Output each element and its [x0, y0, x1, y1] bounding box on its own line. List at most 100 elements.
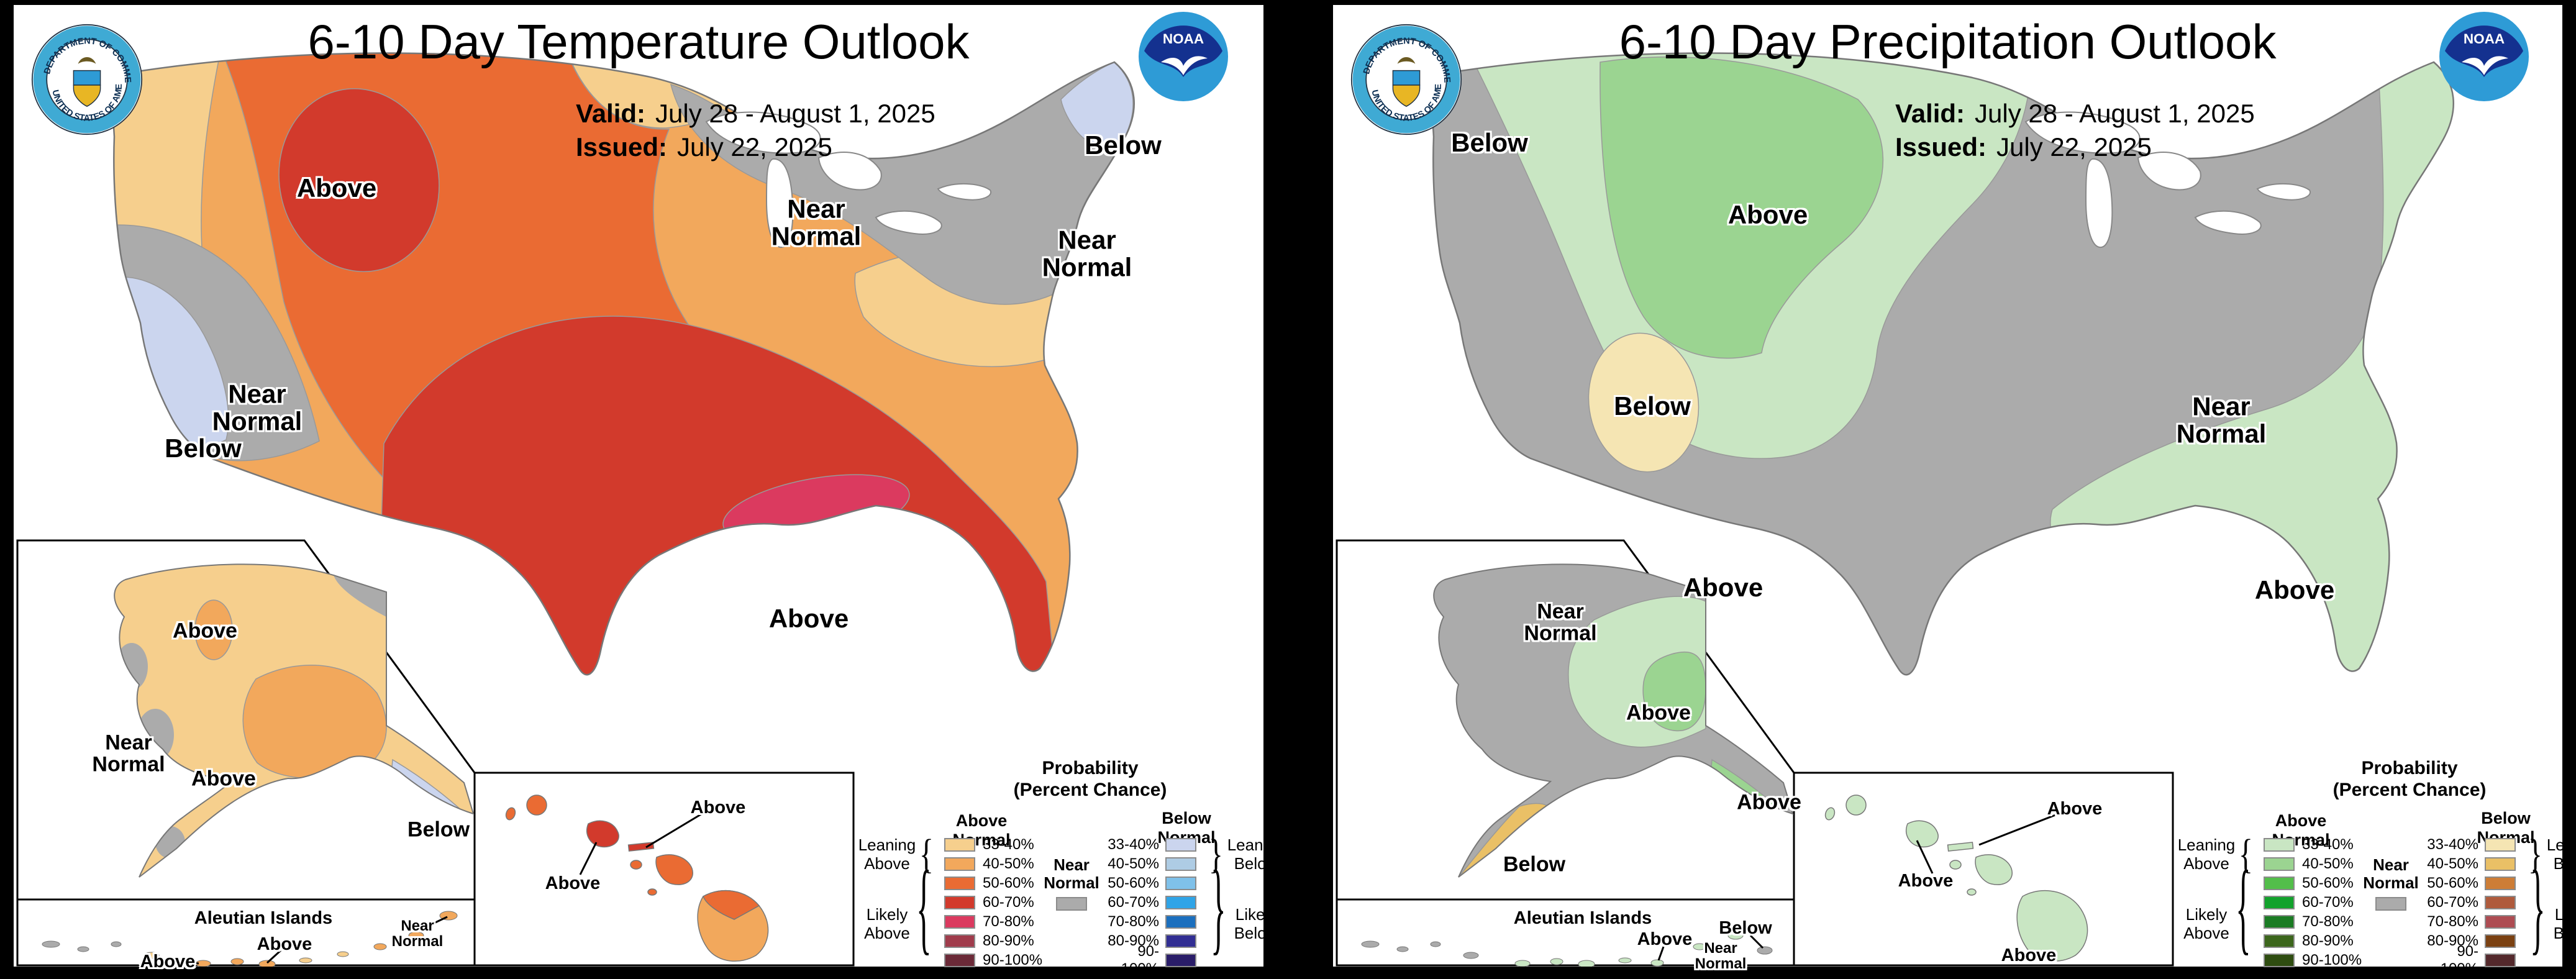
legend-range-label: 80-90%	[1108, 932, 1159, 949]
legend: Probability (Percent Chance) Above Norma…	[852, 758, 1287, 977]
legend-row: 40-50%	[2264, 854, 2362, 873]
precipitation-map	[1336, 52, 2454, 967]
legend-range-label: 40-50%	[2302, 855, 2354, 872]
legend-row: 70-80%	[944, 912, 1042, 931]
noaa-gull-icon	[2462, 56, 2508, 75]
legend-title: Probability (Percent Chance)	[1013, 758, 1167, 800]
map-label-layer: Below Above Below Near Normal Above Above Near…	[1333, 5, 2562, 972]
lake-michigan	[765, 158, 794, 248]
map-label: Near Normal	[391, 918, 444, 950]
legend-range-label: 60-70%	[1108, 893, 1159, 911]
conus-outline	[106, 52, 1135, 676]
label-pointer-lines	[1657, 813, 2059, 961]
legend-row: 60-70%	[2425, 893, 2516, 912]
temperature-map	[16, 52, 1135, 967]
precipitation-panel: DEPARTMENT OF COMMERCE UNITED STATES OF …	[1333, 5, 2576, 977]
map-label: Above	[545, 873, 601, 893]
legend-range-label: 60-70%	[2302, 893, 2354, 911]
aleutian-islands	[1361, 931, 1773, 967]
legend-range-label: 80-90%	[2427, 932, 2478, 949]
legend-swatch	[944, 857, 975, 871]
map-label: Above	[257, 934, 312, 954]
legend-swatch	[1165, 953, 1196, 967]
legend-swatch	[2485, 953, 2516, 967]
map-label: Below	[1503, 852, 1566, 877]
legend-row: 80-90%	[2425, 931, 2516, 950]
legend-above-column: 33-40% 40-50% 50-60% 60-70% 70-80% 80-90% 90-1…	[944, 835, 1042, 970]
lake-superior	[705, 111, 821, 154]
legend-row: 33-40%	[2425, 835, 2516, 854]
legend-swatch	[944, 934, 975, 948]
legend-range-label: 60-70%	[983, 893, 1034, 911]
legend-row: 70-80%	[2425, 912, 2516, 931]
map-label: Above	[2254, 575, 2335, 605]
hawaii-islands	[505, 795, 769, 962]
legend-near-normal-label: Near Normal	[2363, 855, 2419, 892]
legend-swatch	[2485, 895, 2516, 909]
legend-row: 33-40%	[944, 835, 1042, 854]
legend-range-label: 33-40%	[983, 836, 1034, 853]
legend-swatch	[2264, 934, 2295, 948]
legend-swatch	[2264, 895, 2295, 909]
legend-swatch	[944, 895, 975, 909]
map-label: Below	[165, 434, 242, 463]
legend-swatch	[2485, 857, 2516, 871]
map-label: Above	[1898, 870, 1954, 891]
issued-line: Issued: July 22, 2025	[576, 130, 935, 164]
map-label: Above	[690, 797, 746, 817]
legend-swatch	[944, 837, 975, 852]
legend-swatch	[2264, 953, 2295, 967]
map-label: Above	[768, 604, 849, 634]
issued-value: July 22, 2025	[677, 132, 832, 162]
legend-range-label: 40-50%	[2427, 855, 2478, 872]
lake-erie	[875, 210, 942, 235]
legend-range-label: 90-100%	[983, 951, 1043, 968]
legend-row: 90-100%	[944, 950, 1042, 970]
map-label: Above	[173, 619, 237, 643]
issued-line: Issued: July 22, 2025	[1895, 130, 2255, 164]
department-of-commerce-seal: DEPARTMENT OF COMMERCE UNITED STATES OF …	[31, 24, 143, 135]
legend-near-normal-swatch	[1056, 897, 1087, 911]
legend-range-label: 70-80%	[983, 913, 1034, 930]
great-lakes	[2024, 111, 2311, 248]
legend-row: 40-50%	[2425, 854, 2516, 873]
legend-swatch	[2485, 837, 2516, 852]
legend-range-label: 90-100%	[2302, 951, 2362, 968]
oahu	[1906, 820, 1939, 848]
noaa-gull-icon	[1161, 56, 1208, 75]
conus-outline	[1425, 52, 2454, 676]
map-label: Below	[1451, 128, 1528, 158]
map-label: Below	[1719, 918, 1772, 938]
map-label: Near Normal	[212, 379, 303, 435]
map-label: Above	[1683, 573, 1764, 603]
molokai	[1947, 842, 1974, 852]
issued-label: Issued:	[1895, 132, 1987, 162]
legend-row: 33-40%	[2264, 835, 2362, 854]
legend-row: 60-70%	[944, 893, 1042, 912]
legend-row: 60-70%	[2264, 893, 2362, 912]
legend-row: 90-100%	[2264, 950, 2362, 970]
legend-near-normal-label: Near Normal	[1044, 855, 1099, 892]
legend-range-label: 60-70%	[2427, 893, 2478, 911]
noaa-logo: NOAA	[1139, 12, 1228, 101]
valid-value: July 28 - August 1, 2025	[655, 99, 935, 128]
map-label: Aleutian Islands	[194, 908, 333, 928]
map-label: Above	[1727, 200, 1808, 230]
legend-row: 80-90%	[944, 931, 1042, 950]
date-block: Valid: July 28 - August 1, 2025 Issued: Ju…	[576, 97, 935, 164]
legend-row: 70-80%	[2264, 912, 2362, 931]
valid-label: Valid:	[1895, 99, 1965, 128]
legend-swatch	[2485, 914, 2516, 929]
molokai	[627, 842, 655, 852]
map-label: Aleutian Islands	[1513, 908, 1652, 928]
legend-range-label: 80-90%	[2302, 932, 2354, 949]
legend-swatch	[944, 876, 975, 890]
map-label: Above	[1737, 790, 1801, 814]
legend-range-label: 90-100%	[2440, 942, 2478, 977]
legend-range-label: 80-90%	[983, 932, 1034, 949]
seal-eagle	[78, 57, 96, 64]
oahu	[586, 820, 619, 848]
map-label-layer: Above Near Normal Below Near Normal Near Nor…	[14, 5, 1263, 971]
legend-row: 60-70%	[1106, 893, 1196, 912]
